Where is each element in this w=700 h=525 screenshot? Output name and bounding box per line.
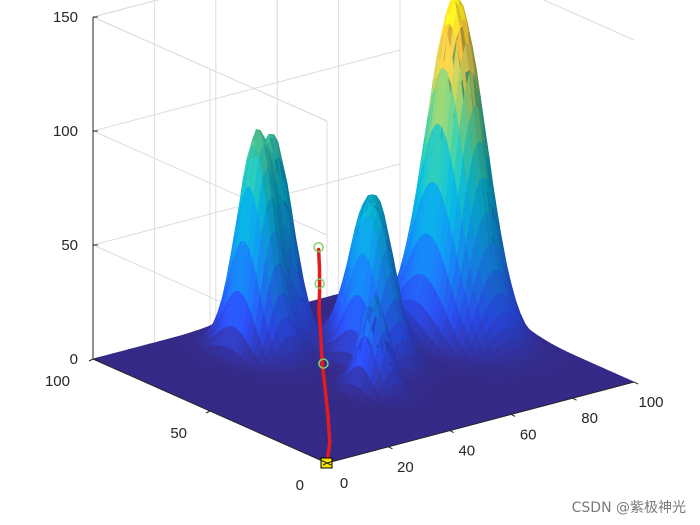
- x-tick-mark: [388, 446, 393, 450]
- x-tick-label: 80: [581, 410, 598, 427]
- z-tick-label: 0: [70, 351, 78, 368]
- x-tick-mark: [633, 381, 639, 385]
- z-tick-label: 150: [53, 9, 78, 26]
- x-tick-label: 20: [397, 459, 414, 476]
- x-tick-label: 60: [520, 426, 537, 443]
- box-edge: [542, 0, 635, 41]
- z-tick-label: 50: [61, 237, 78, 254]
- box-edge: [92, 0, 160, 18]
- x-tick-label: 100: [638, 394, 663, 411]
- y-tick-mark: [205, 410, 211, 414]
- y-tick-label: 100: [45, 373, 70, 390]
- x-tick-label: 40: [458, 443, 475, 460]
- y-tick-mark: [88, 358, 94, 362]
- x-tick-mark: [572, 397, 577, 401]
- grid-line-back-z: [92, 0, 160, 18]
- box-edge: [92, 16, 328, 122]
- y-tick-label: 50: [170, 425, 187, 442]
- x-tick-label: 0: [340, 475, 348, 492]
- surface-plot: [92, 0, 635, 464]
- z-tick-label: 100: [53, 123, 78, 140]
- grid-line-back-z: [92, 49, 401, 132]
- x-tick-mark: [510, 413, 516, 417]
- y-tick-label: 0: [296, 477, 304, 494]
- x-tick-mark: [449, 430, 455, 434]
- watermark-text: CSDN @紫极神光: [571, 500, 686, 516]
